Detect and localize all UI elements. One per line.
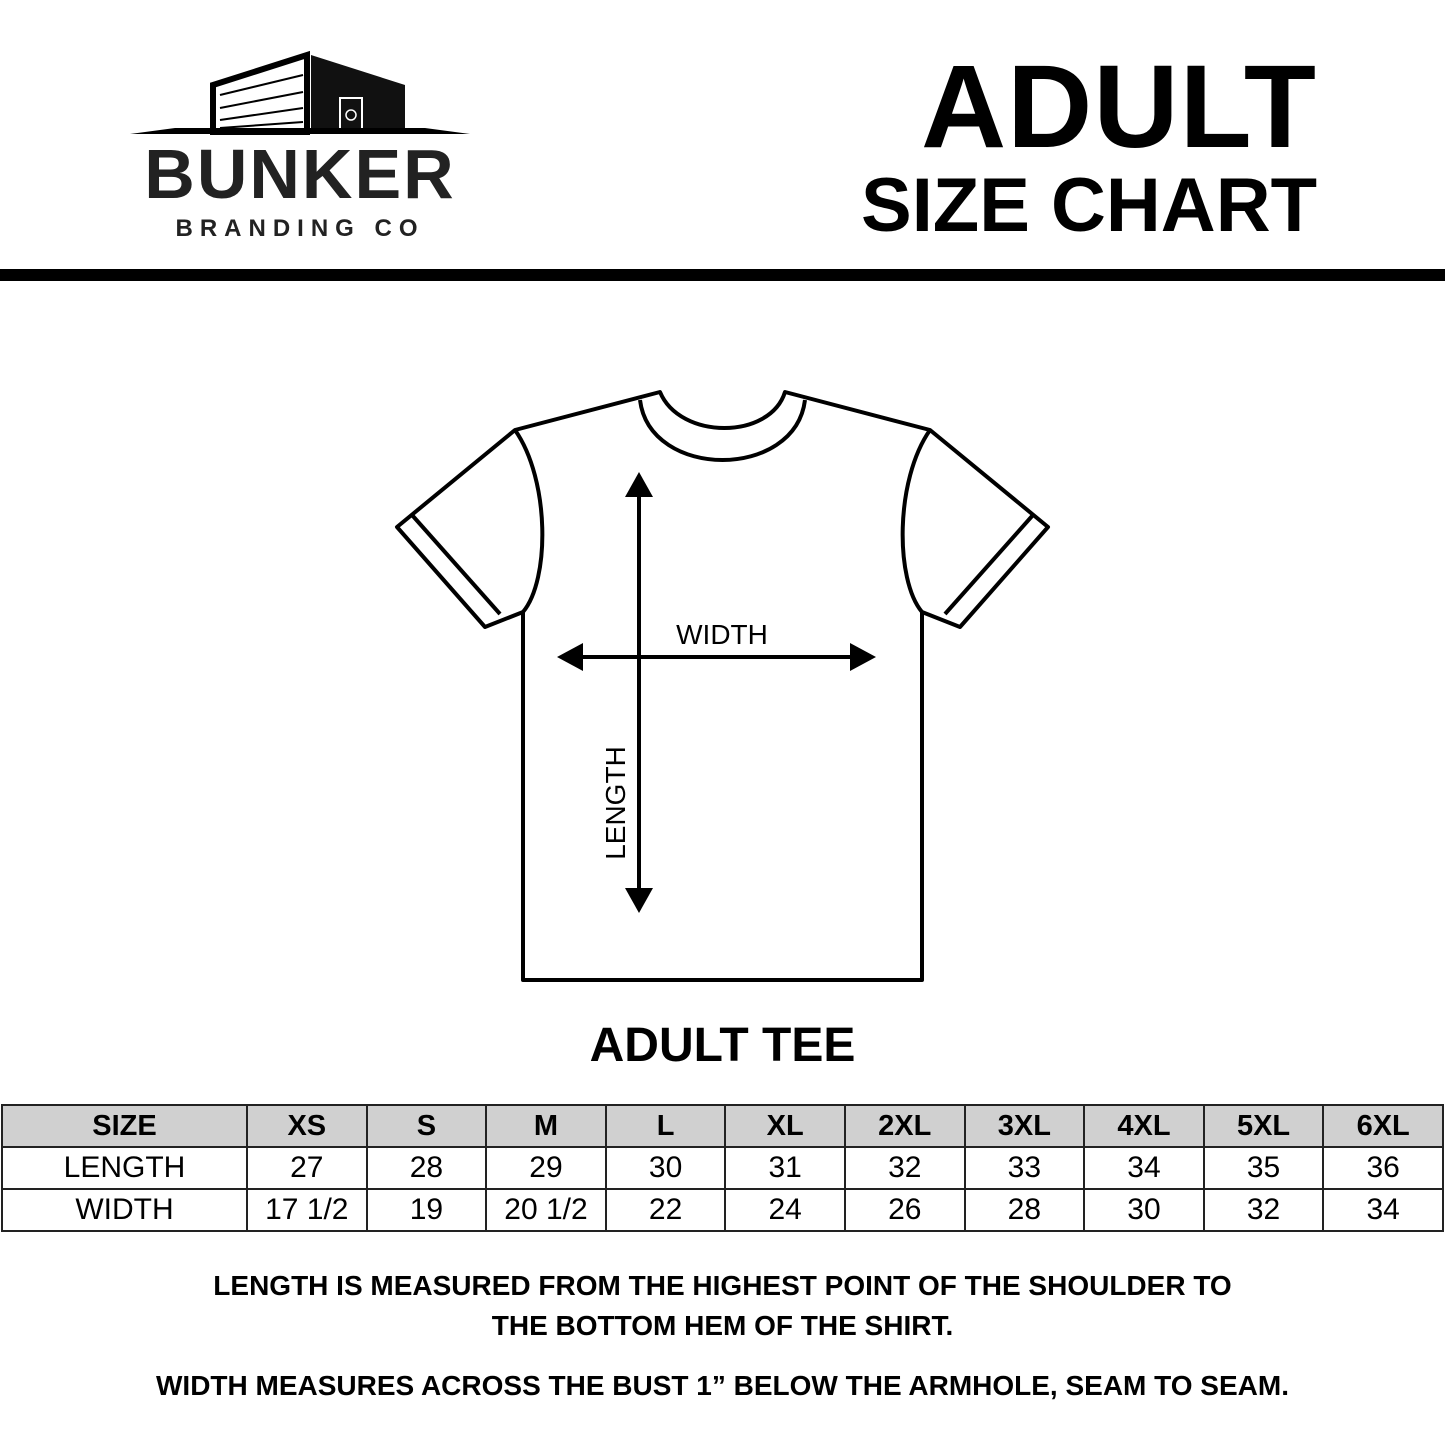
table-row: LENGTH 27 28 29 30 31 32 33 34 35 36 xyxy=(1,1146,1444,1190)
table-cell: 34 xyxy=(1083,1146,1205,1190)
table-cell: 30 xyxy=(604,1146,727,1190)
header-cell: M xyxy=(485,1104,607,1148)
header-cell: 4XL xyxy=(1083,1104,1205,1148)
table-cell: 28 xyxy=(365,1146,488,1190)
table-cell: 27 xyxy=(246,1146,368,1190)
table-cell: 32 xyxy=(1202,1188,1325,1232)
table-cell: 17 1/2 xyxy=(246,1188,368,1232)
product-title: ADULT TEE xyxy=(589,1019,856,1072)
table-cell: 24 xyxy=(724,1188,846,1232)
row-label: LENGTH xyxy=(1,1146,248,1190)
bunker-branding-logo: BUNKER BRANDING CO xyxy=(130,50,470,242)
table-cell: 28 xyxy=(963,1188,1086,1232)
size-table: SIZE XS S M L XL 2XL 3XL 4XL 5XL 6XL LEN… xyxy=(1,1104,1444,1232)
row-label: WIDTH xyxy=(1,1188,248,1232)
width-label: WIDTH xyxy=(676,619,768,650)
width-note: WIDTH MEASURES ACROSS THE BUST 1” BELOW … xyxy=(155,1370,1289,1401)
page-title: ADULT xyxy=(920,41,1317,173)
header-cell: 3XL xyxy=(963,1104,1086,1148)
arrow-up-icon xyxy=(625,472,653,497)
tee-diagram: WIDTH LENGTH xyxy=(395,390,1050,982)
header-cell: SIZE xyxy=(1,1104,248,1148)
logo-brand-text: BUNKER xyxy=(144,135,455,213)
table-cell: 31 xyxy=(724,1146,846,1190)
shirt-outline xyxy=(395,390,1050,982)
header-cell: 6XL xyxy=(1322,1104,1444,1148)
length-note-line1: LENGTH IS MEASURED FROM THE HIGHEST POIN… xyxy=(213,1270,1232,1301)
table-cell: 19 xyxy=(365,1188,488,1232)
table-cell: 36 xyxy=(1322,1146,1444,1190)
logo-tagline-text: BRANDING CO xyxy=(176,215,425,242)
length-note-line2: THE BOTTOM HEM OF THE SHIRT. xyxy=(491,1310,954,1341)
table-cell: 29 xyxy=(485,1146,607,1190)
page-subtitle: SIZE CHART xyxy=(861,163,1317,248)
header-cell: 5XL xyxy=(1202,1104,1325,1148)
table-cell: 22 xyxy=(604,1188,727,1232)
arrow-down-icon xyxy=(625,888,653,913)
table-cell: 32 xyxy=(843,1146,966,1190)
table-cell: 20 1/2 xyxy=(485,1188,607,1232)
divider xyxy=(0,269,1445,281)
table-cell: 26 xyxy=(843,1188,966,1232)
header-cell: S xyxy=(365,1104,488,1148)
table-cell: 33 xyxy=(963,1146,1086,1190)
length-label: LENGTH xyxy=(600,746,631,860)
table-header-row: SIZE XS S M L XL 2XL 3XL 4XL 5XL 6XL xyxy=(1,1104,1444,1148)
arrow-right-icon xyxy=(850,643,876,671)
header-cell: 2XL xyxy=(843,1104,966,1148)
table-cell: 34 xyxy=(1322,1188,1444,1232)
header-cell: XL xyxy=(724,1104,846,1148)
header-cell: XS xyxy=(246,1104,368,1148)
header-cell: L xyxy=(604,1104,727,1148)
table-row: WIDTH 17 1/2 19 20 1/2 22 24 26 28 30 32… xyxy=(1,1188,1444,1232)
table-cell: 30 xyxy=(1083,1188,1205,1232)
arrow-left-icon xyxy=(557,643,583,671)
table-cell: 35 xyxy=(1202,1146,1325,1190)
